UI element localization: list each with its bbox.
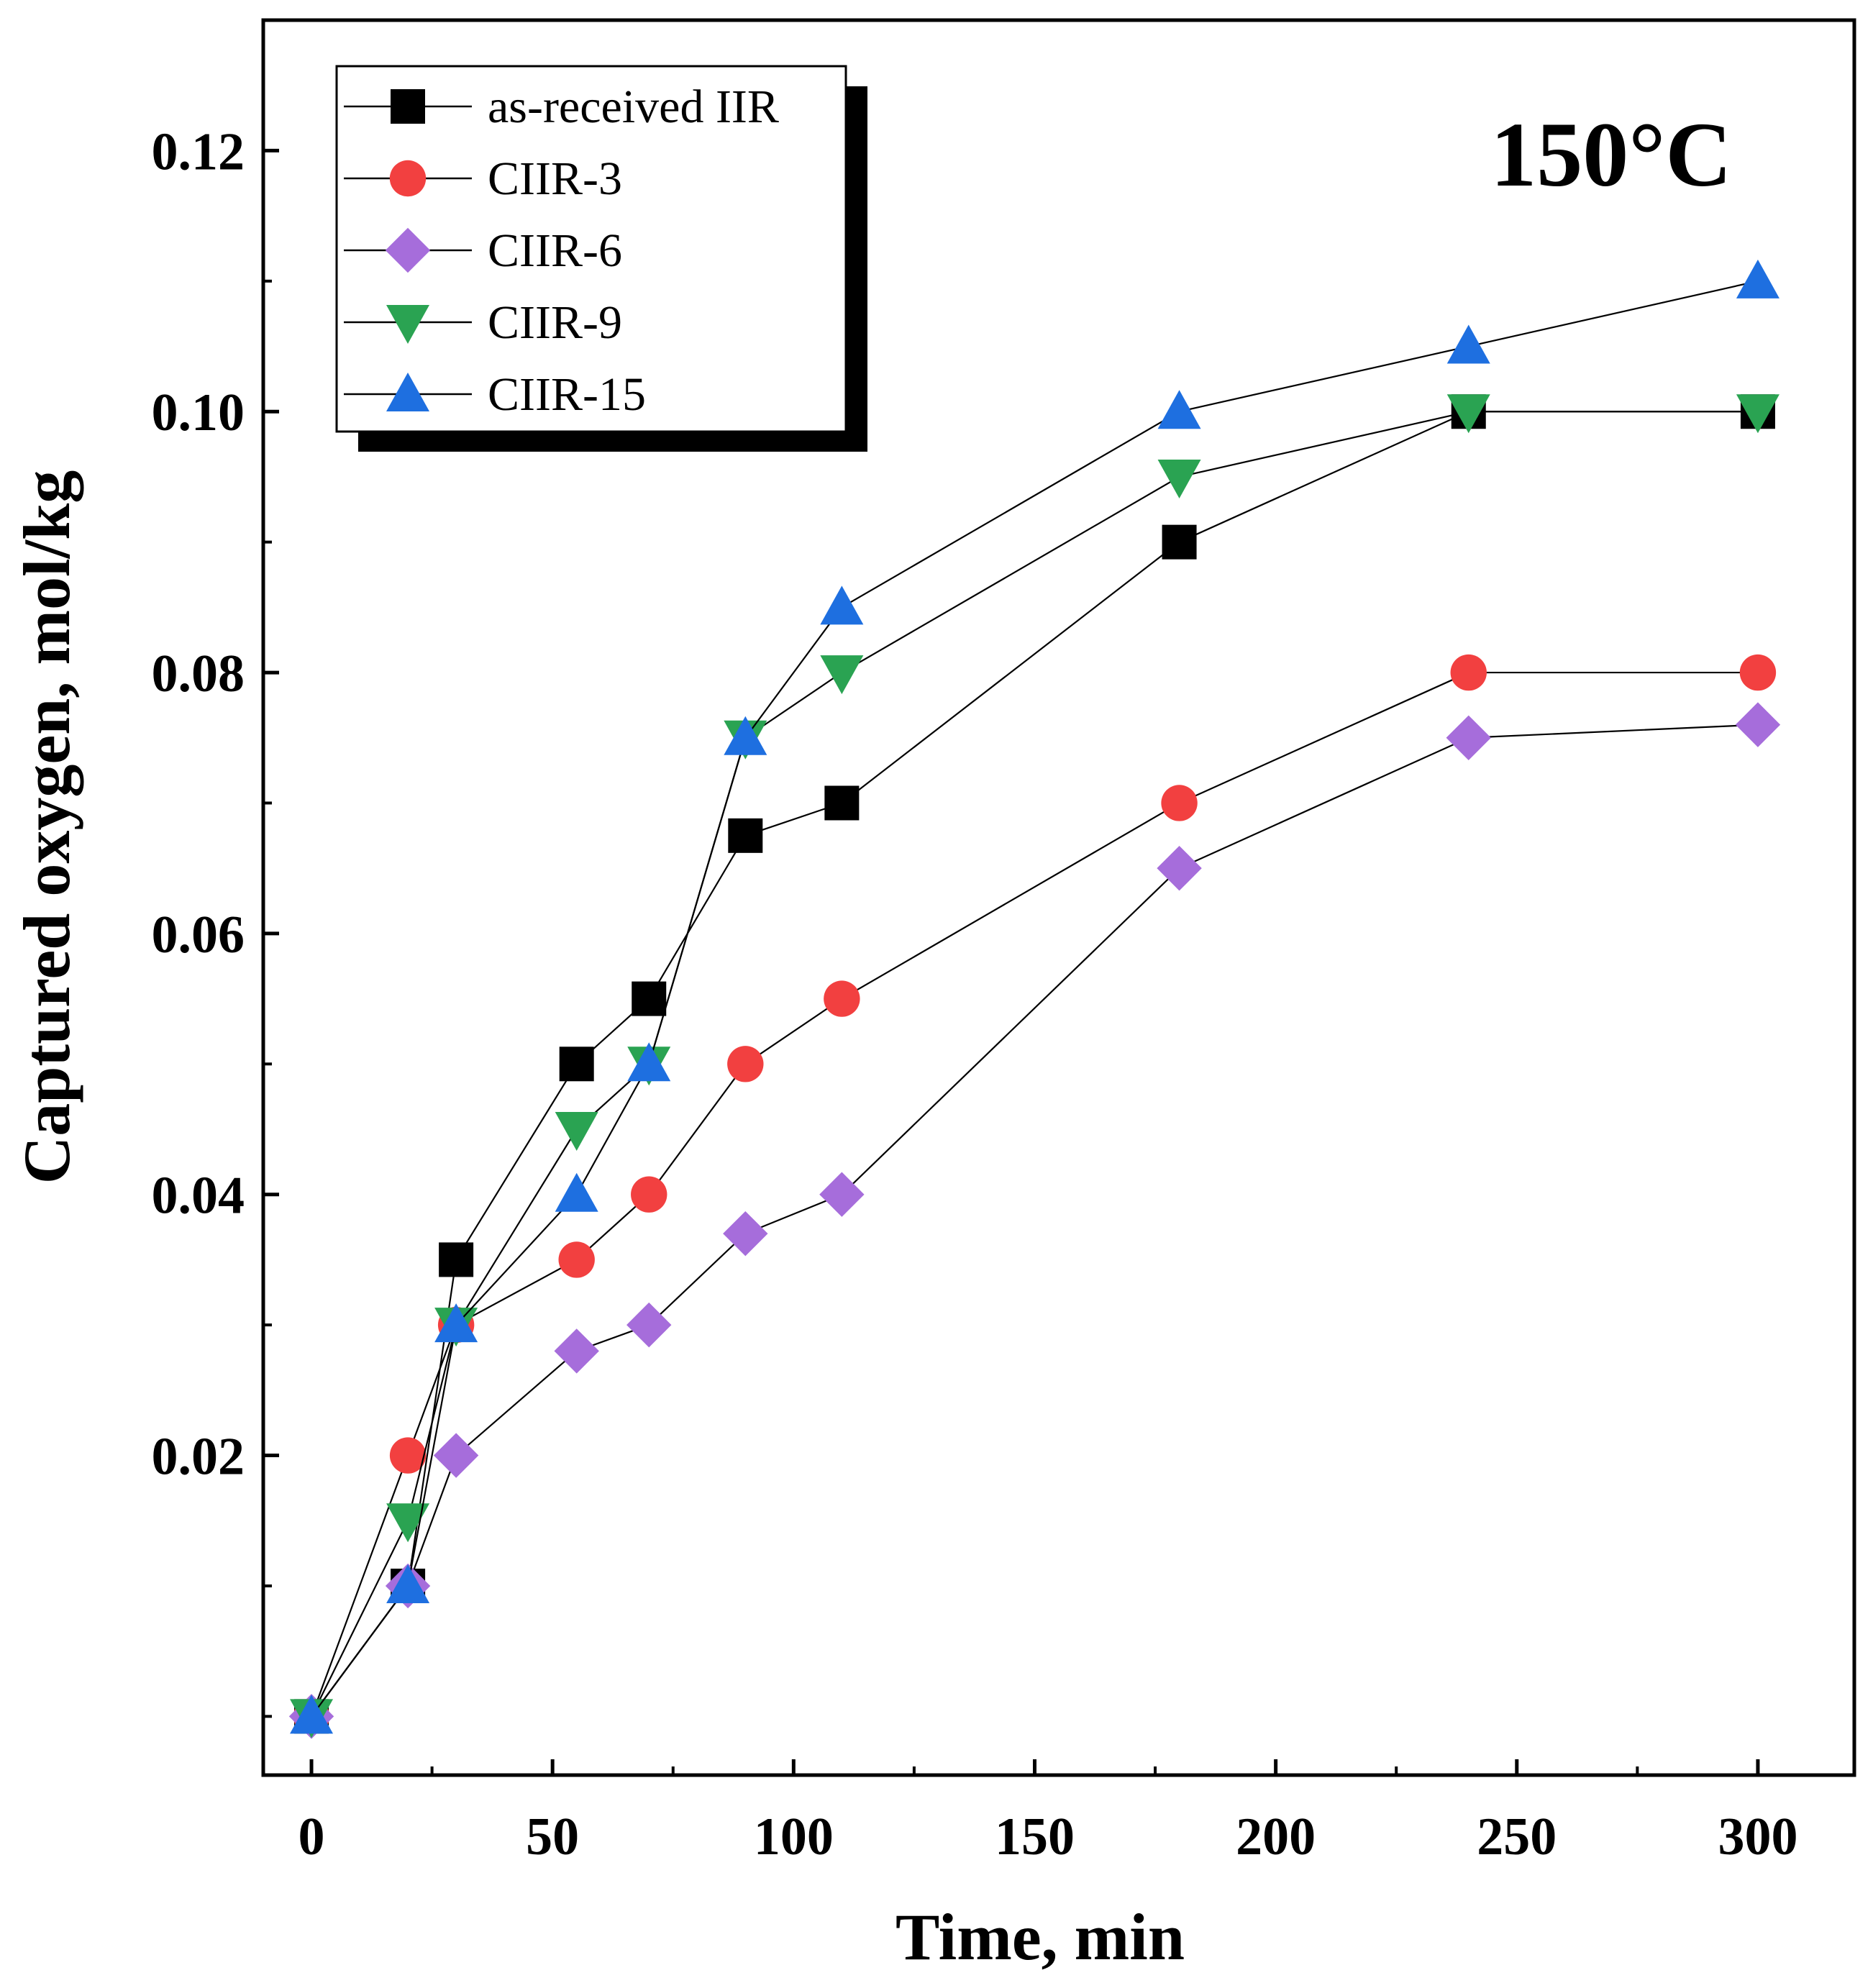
x-tick-label: 150 [995, 1807, 1075, 1866]
data-point [819, 1172, 865, 1217]
series-line [310, 671, 1758, 1717]
legend-label: CIIR-3 [488, 152, 622, 205]
data-point [820, 655, 864, 695]
data-point [824, 980, 860, 1017]
y-tick-label: 0.04 [152, 1167, 245, 1226]
legend-label: as-received IIR [488, 81, 779, 133]
data-point [558, 1241, 595, 1278]
data-point [728, 818, 763, 853]
data-point [433, 1433, 479, 1478]
data-point [723, 1210, 768, 1257]
series-as-received-iir [294, 394, 1775, 1734]
series-line [311, 411, 1758, 1718]
series-line [311, 724, 1758, 1718]
legend-marker [391, 89, 425, 124]
y-tick-label: 0.06 [152, 906, 245, 965]
y-tick-label: 0.08 [152, 644, 245, 703]
data-point [820, 585, 864, 625]
series-layer [288, 259, 1781, 1739]
data-point [1157, 390, 1201, 429]
x-tick-label: 100 [754, 1807, 834, 1866]
temperature-annotation: 150°C [1490, 104, 1732, 206]
series-ciir-9 [290, 394, 1779, 1738]
data-point [1157, 845, 1202, 891]
data-point [555, 1172, 598, 1212]
legend-label: CIIR-6 [488, 224, 622, 277]
data-point [386, 1564, 430, 1603]
series-line [311, 280, 1759, 1718]
data-point [1446, 324, 1490, 364]
data-point [389, 1437, 427, 1474]
legend-marker [385, 227, 431, 273]
data-point [724, 716, 767, 755]
y-tick-label: 0.10 [152, 383, 245, 442]
data-point [1736, 259, 1779, 298]
x-tick-label: 250 [1477, 1807, 1557, 1866]
y-axis-title: Captured oxygen, mol/kg [10, 470, 83, 1185]
data-point [434, 1303, 478, 1343]
data-point [386, 1503, 430, 1543]
x-tick-label: 200 [1236, 1807, 1316, 1866]
series-ciir-6 [288, 702, 1781, 1739]
data-point [727, 1046, 764, 1082]
data-point [554, 1328, 599, 1374]
data-point [290, 1695, 334, 1734]
x-axis-title: Time, min [896, 1900, 1185, 1974]
series-ciir-15 [290, 259, 1779, 1734]
x-tick-label: 50 [526, 1807, 579, 1866]
legend-marker [386, 373, 429, 411]
data-point [1739, 654, 1777, 691]
data-point [824, 785, 860, 821]
legend-label: CIIR-9 [488, 296, 622, 349]
data-point [626, 1302, 672, 1348]
x-tick-label: 0 [299, 1807, 325, 1866]
x-tick-label: 300 [1718, 1807, 1797, 1866]
data-point [627, 1042, 671, 1082]
legend-marker [386, 305, 429, 344]
legend-label: CIIR-15 [488, 368, 646, 421]
data-point [1446, 715, 1491, 760]
legend-marker [389, 160, 427, 197]
data-point [1161, 785, 1198, 821]
data-point [1735, 702, 1781, 747]
axis-ticks: 0 50 100 150 200 250 300 0.02 0.04 0.06 0.08 0.10 0.… [152, 122, 1798, 1866]
data-point [1162, 524, 1197, 560]
data-point [1446, 394, 1490, 434]
data-point [631, 1176, 667, 1213]
data-point [559, 1047, 594, 1082]
plot-frame [261, 18, 1856, 1777]
y-tick-label: 0.02 [152, 1428, 245, 1487]
data-point [1450, 654, 1487, 691]
data-point [1157, 459, 1201, 498]
data-point [632, 981, 667, 1016]
data-point [555, 1112, 598, 1152]
data-point [439, 1242, 474, 1277]
data-point [1736, 394, 1779, 434]
legend: as-received IIR CIIR-3 CIIR-6 CIIR-9 CIIR-15 [335, 65, 867, 452]
y-tick-label: 0.12 [152, 122, 245, 181]
series-ciir-3 [293, 654, 1777, 1735]
series-line [311, 411, 1758, 1717]
